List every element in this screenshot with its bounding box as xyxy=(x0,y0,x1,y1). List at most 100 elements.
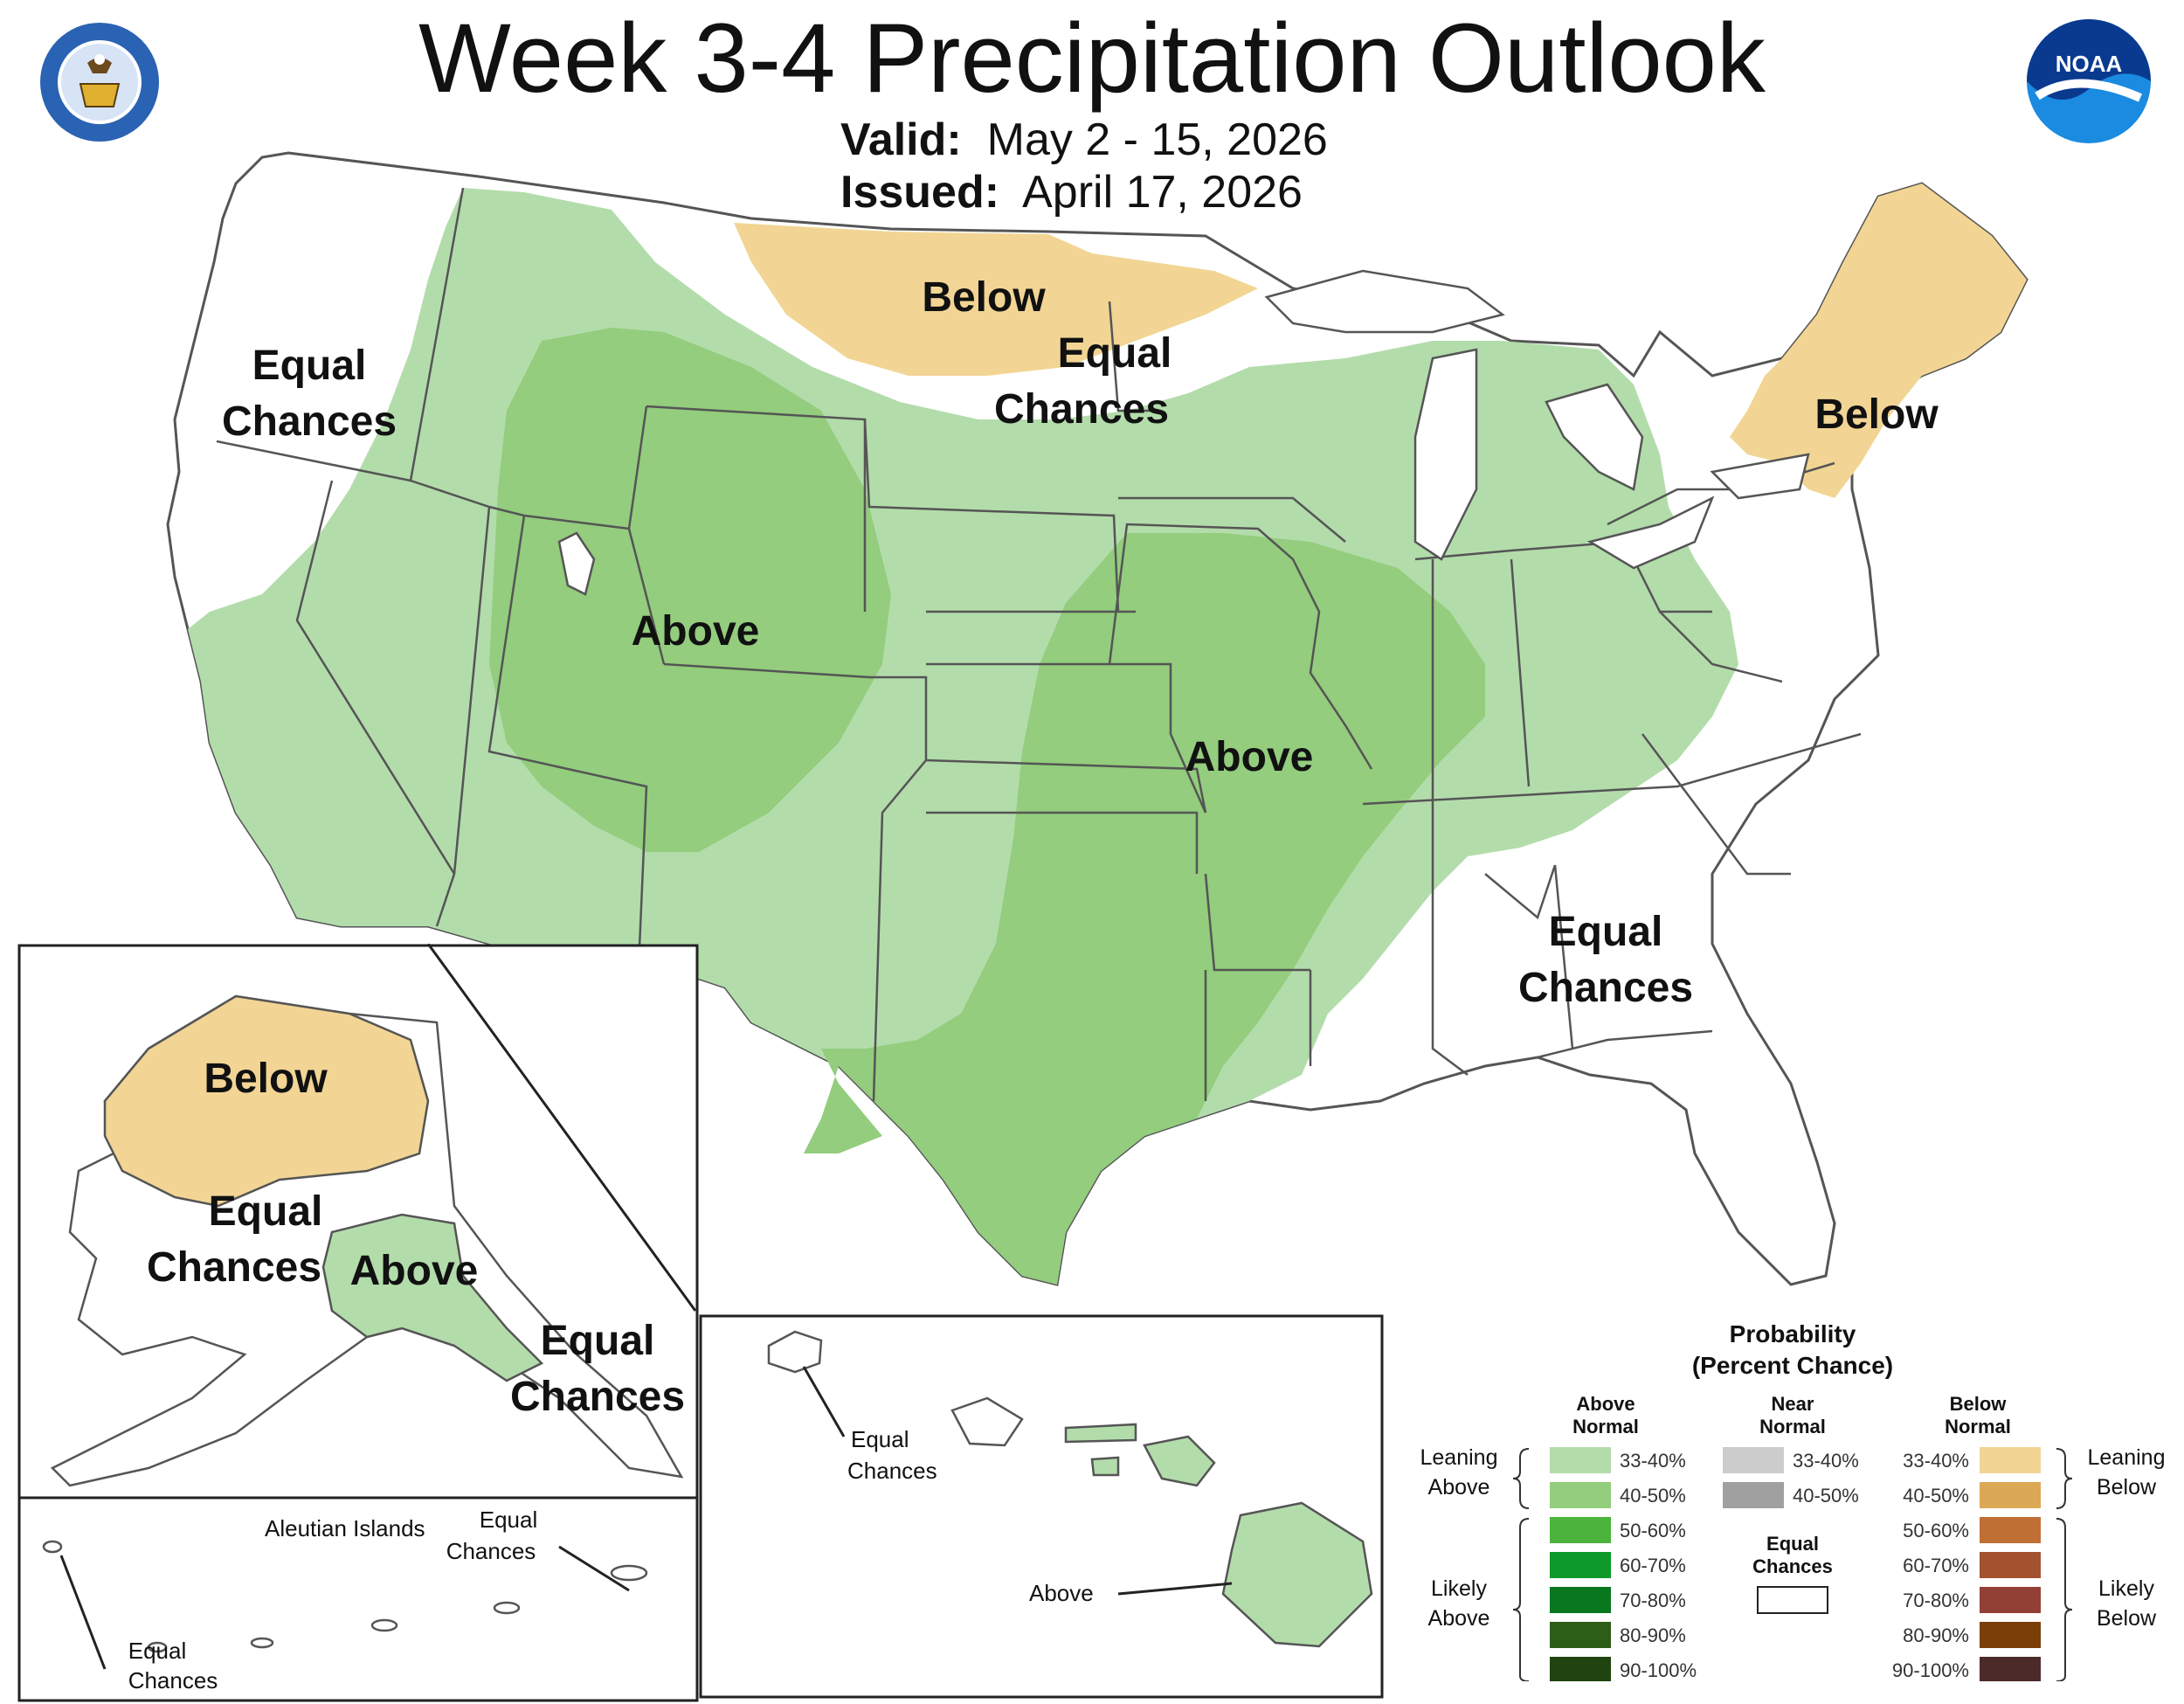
label-hi-ec-line2: Chances xyxy=(847,1458,937,1484)
issued-date: April 17, 2026 xyxy=(1022,167,1303,218)
legend-below-label-4: 70-80% xyxy=(1903,1590,1969,1611)
legend-likely-below-line2: Below xyxy=(2097,1606,2157,1631)
oahu-island xyxy=(950,1396,1024,1447)
label-aleutian-ec-left-line1: Equal xyxy=(128,1638,187,1664)
legend-below-swatch-2 xyxy=(1980,1517,2041,1543)
label-ak-below: Below xyxy=(204,1056,328,1102)
label-hi-ec-line1: Equal xyxy=(851,1426,909,1452)
legend-likely-above-line2: Above xyxy=(1428,1606,1490,1631)
legend-below-head-line1: Below xyxy=(1950,1393,2008,1415)
above-40-50-central-region xyxy=(804,533,1485,1285)
legend-equal-swatch xyxy=(1757,1586,1828,1614)
legend-equal-line2: Chances xyxy=(1752,1555,1833,1577)
label-ec-west-line1: Equal xyxy=(252,343,367,389)
legend-below-label-2: 50-60% xyxy=(1903,1520,1969,1541)
issued-label: Issued: xyxy=(840,167,1000,218)
lanai-island xyxy=(1090,1456,1120,1477)
label-ec-southeast-line1: Equal xyxy=(1549,909,1663,955)
maui-island xyxy=(1143,1435,1216,1487)
noaa-logo: NOAA xyxy=(2027,19,2151,143)
legend-leaning-below-line1: Leaning xyxy=(2088,1445,2166,1470)
legend-above-label-6: 90-100% xyxy=(1620,1659,1697,1681)
alaska-inset: Below Equal Chances Above Equal Chances … xyxy=(17,944,699,1702)
map-title: Week 3-4 Precipitation Outlook xyxy=(418,3,1766,113)
above-40-50-west-region xyxy=(489,328,891,852)
legend-above-swatch-6 xyxy=(1550,1657,1611,1681)
valid-line: Valid: May 2 - 15, 2026 xyxy=(840,114,1328,166)
label-aleutian-islands: Aleutian Islands xyxy=(265,1515,425,1541)
great-lakes xyxy=(557,269,1810,596)
label-aleutian-ec-right-line1: Equal xyxy=(480,1507,538,1533)
label-above-central: Above xyxy=(1185,734,1314,780)
molokai-island xyxy=(1064,1423,1137,1444)
legend-above-label-0: 33-40% xyxy=(1620,1450,1686,1472)
label-below-north: Below xyxy=(922,274,1046,321)
legend-above-label-2: 50-60% xyxy=(1620,1520,1686,1541)
legend-braces xyxy=(1512,1448,2073,1681)
below-northeast-region xyxy=(1730,184,2027,498)
label-ec-southeast-line2: Chances xyxy=(1518,965,1693,1011)
label-ak-above: Above xyxy=(350,1248,479,1294)
legend-near-label-0: 33-40% xyxy=(1793,1450,1859,1472)
label-below-northeast: Below xyxy=(1814,391,1939,438)
legend-near-column: 33-40% 40-50% xyxy=(1723,1447,1859,1508)
legend-below-swatch-3 xyxy=(1980,1552,2041,1578)
legend-leaning-above-line1: Leaning xyxy=(1420,1445,1498,1470)
legend-below-label-0: 33-40% xyxy=(1903,1450,1969,1472)
valid-label: Valid: xyxy=(840,114,962,165)
legend-below-label-3: 60-70% xyxy=(1903,1555,1969,1576)
valid-date: May 2 - 15, 2026 xyxy=(986,114,1328,165)
legend-above-label-4: 70-80% xyxy=(1620,1590,1686,1611)
label-ec-west-line2: Chances xyxy=(222,398,397,445)
legend-below-swatch-6 xyxy=(1980,1657,2041,1681)
legend-above-column: 33-40% 40-50% 50-60% 60-70% 70-80% 80-90% 90-1… xyxy=(1550,1447,1697,1681)
hawaii-inset: Equal Chances Above xyxy=(699,1314,1384,1699)
legend-likely-below-line1: Likely xyxy=(2098,1576,2154,1601)
legend-near-head-line2: Normal xyxy=(1759,1416,1826,1437)
legend-above-swatch-4 xyxy=(1550,1587,1611,1613)
legend-below-label-1: 40-50% xyxy=(1903,1485,1969,1507)
legend-above-label-5: 80-90% xyxy=(1620,1624,1686,1646)
label-ak-ec-se-line1: Equal xyxy=(541,1318,655,1364)
label-ec-north-line2: Chances xyxy=(994,386,1169,433)
legend-above-swatch-5 xyxy=(1550,1622,1611,1648)
label-above-west: Above xyxy=(632,608,760,655)
legend-likely-above-line1: Likely xyxy=(1431,1576,1487,1601)
legend-leaning-below-line2: Below xyxy=(2097,1475,2157,1500)
label-hi-above: Above xyxy=(1029,1580,1094,1606)
legend-below-swatch-1 xyxy=(1980,1482,2041,1508)
label-aleutian-ec-right-line2: Chances xyxy=(446,1538,536,1564)
legend-below-swatch-0 xyxy=(1980,1447,2041,1473)
legend-near-swatch-0 xyxy=(1723,1447,1784,1473)
label-ak-ec-line1: Equal xyxy=(209,1188,323,1235)
commerce-seal-logo xyxy=(40,23,159,142)
legend-near-label-1: 40-50% xyxy=(1793,1485,1859,1507)
legend-below-label-6: 90-100% xyxy=(1892,1659,1969,1681)
legend-below-label-5: 80-90% xyxy=(1903,1624,1969,1646)
alaska-above-region xyxy=(321,1213,544,1382)
label-aleutian-ec-left-line2: Chances xyxy=(128,1667,218,1694)
alaska-below-region xyxy=(103,994,430,1208)
label-ec-north-line1: Equal xyxy=(1058,330,1172,377)
legend-above-swatch-3 xyxy=(1550,1552,1611,1578)
legend-above-head-line2: Normal xyxy=(1572,1416,1639,1437)
issued-line: Issued: April 17, 2026 xyxy=(840,166,1303,218)
legend-above-swatch-0 xyxy=(1550,1447,1611,1473)
kauai-island xyxy=(767,1330,823,1374)
probability-legend: Probability (Percent Chance) Above Norma… xyxy=(1420,1320,2166,1681)
legend-equal-line1: Equal xyxy=(1766,1533,1819,1555)
legend-above-swatch-1 xyxy=(1550,1482,1611,1508)
legend-above-label-1: 40-50% xyxy=(1620,1485,1686,1507)
legend-below-swatch-4 xyxy=(1980,1587,2041,1613)
below-north-region xyxy=(734,223,1258,376)
aleutian-islands-shapes xyxy=(42,1540,648,1653)
legend-near-head-line1: Near xyxy=(1772,1393,1814,1415)
legend-leaning-above-line2: Above xyxy=(1428,1475,1490,1500)
big-island xyxy=(1221,1501,1373,1648)
legend-near-swatch-1 xyxy=(1723,1482,1784,1508)
legend-title-line1: Probability xyxy=(1730,1320,1856,1347)
legend-above-head-line1: Above xyxy=(1576,1393,1635,1415)
label-ak-ec-se-line2: Chances xyxy=(510,1374,685,1420)
legend-below-head-line2: Normal xyxy=(1945,1416,2011,1437)
